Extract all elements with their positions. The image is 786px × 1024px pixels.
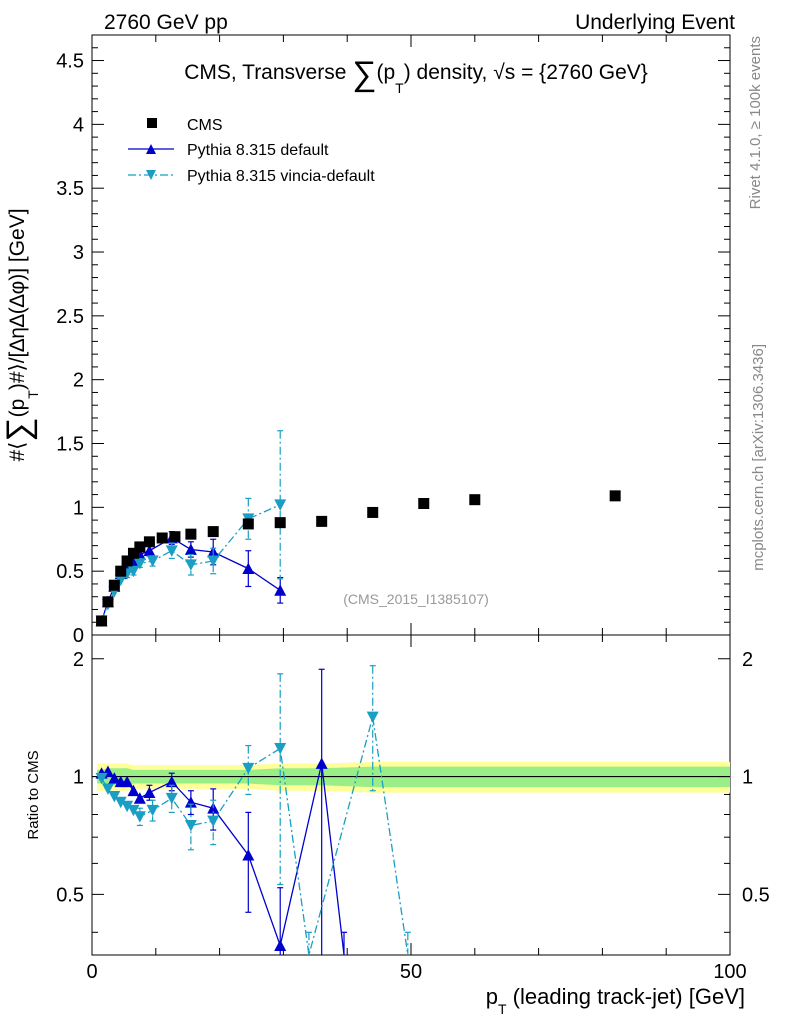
pythia-vincia-ratio-point	[133, 811, 146, 823]
chart-title: CMS, Transverse ∑(pT) density, √s = {276…	[184, 55, 648, 96]
ratio-y-tick-label: 2	[73, 649, 84, 671]
ratio-y-tick-label-right: 1	[742, 767, 753, 789]
pythia-vincia-ratio-point	[101, 783, 114, 795]
legend-label-pythia-vincia: Pythia 8.315 vincia-default	[187, 168, 375, 185]
pythia-vincia-ratio-point	[108, 790, 121, 803]
ratio-y-tick-label: 0.5	[56, 884, 84, 906]
cms-point	[367, 506, 379, 518]
legend-marker-pythia-vincia	[146, 170, 156, 180]
y-tick-label: 1.5	[56, 434, 84, 456]
y-tick-label: 2	[73, 370, 84, 392]
ratio-uncertainty-band	[92, 761, 730, 793]
pythia-vincia-ratio-point	[146, 804, 159, 817]
header-left: 2760 GeV pp	[104, 11, 228, 34]
y-tick-label: 3.5	[56, 178, 84, 200]
pythia-vincia-ratio-point	[121, 800, 134, 813]
y-tick-label: 0.5	[56, 561, 84, 583]
cms-point	[469, 494, 481, 506]
pythia-vincia-ratio-point	[242, 762, 255, 775]
x-tick-label: 50	[400, 961, 422, 983]
pythia-vincia-point	[165, 545, 178, 557]
cms-point	[316, 515, 328, 527]
pythia-vincia-ratio-line	[101, 716, 409, 955]
pythia-vincia-point	[114, 574, 127, 587]
pythia-default-ratio-point	[315, 757, 328, 769]
pythia-default-ratio-point	[242, 849, 255, 861]
ratio-y-tick-label-right: 2	[742, 649, 753, 671]
cms-point	[102, 596, 114, 608]
x-tick-label: 0	[86, 961, 97, 983]
pythia-vincia-point	[207, 555, 220, 567]
y-tick-label: 2.5	[56, 306, 84, 328]
mcplots-label: mcplots.cern.ch [arXiv:1306.3436]	[750, 344, 767, 571]
ratio-y-tick-label: 1	[73, 767, 84, 789]
cms-point	[418, 498, 430, 510]
pythia-vincia-point	[127, 565, 140, 578]
cms-point	[143, 536, 155, 548]
pythia-vincia-ratio-point	[127, 804, 140, 817]
pythia-default-point	[184, 543, 197, 555]
cms-point	[115, 565, 127, 577]
pythia-vincia-point	[133, 558, 146, 570]
main-plot-data	[95, 430, 621, 627]
pythia-vincia-ratio-point	[95, 772, 108, 785]
ratio-y-axis-label: Ratio to CMS	[25, 750, 42, 839]
y-tick-label: 1	[73, 497, 84, 519]
cms-point	[169, 531, 181, 543]
cms-point	[185, 528, 197, 540]
pythia-default-ratio-line	[101, 763, 345, 955]
pythia-vincia-ratio-point	[114, 796, 127, 809]
pythia-default-point	[274, 584, 287, 596]
pythia-vincia-point	[184, 559, 197, 571]
cms-point	[127, 547, 139, 559]
pythia-vincia-ratio-point	[184, 820, 197, 832]
legend-label-cms: CMS	[187, 117, 223, 134]
y-tick-label: 3	[73, 242, 84, 264]
rivet-version-label: Rivet 4.1.0, ≥ 100k events	[747, 36, 764, 209]
pythia-vincia-ratio-point	[165, 792, 178, 805]
header-right: Underlying Event	[575, 11, 735, 34]
cms-point	[207, 526, 219, 538]
x-tick-label: 100	[713, 961, 746, 983]
y-tick-label: 4.5	[56, 51, 84, 73]
y-axis-label: #⟨∑(pT)#⟩/[∆η∆(∆φ)] [GeV]	[0, 208, 41, 461]
cms-point	[108, 579, 120, 591]
legend-marker-pythia-default	[146, 144, 156, 154]
axis-ticks	[91, 34, 731, 955]
ratio-plot-frame	[91, 634, 731, 956]
x-axis-label: pT (leading track-jet) [GeV]	[486, 984, 745, 1017]
legend: CMS Pythia 8.315 default Pythia 8.315 vi…	[128, 117, 375, 185]
analysis-tag: (CMS_2015_I1385107)	[343, 591, 489, 607]
pythia-vincia-point	[274, 499, 287, 511]
legend-marker-cms	[147, 118, 157, 128]
pythia-vincia-ratio-point	[207, 815, 220, 827]
pythia-default-ratio-point	[165, 775, 178, 788]
tick-labels: 0 50 100 0 0.5 1 1.5 2 2.5 3 3.5 4 4.5 0.5 0.5 1 1 2 2	[56, 51, 770, 983]
pythia-default-ratio-point	[127, 784, 140, 797]
pythia-default-ratio-point	[133, 792, 146, 804]
legend-label-pythia-default: Pythia 8.315 default	[187, 142, 329, 159]
pythia-default-point	[143, 544, 156, 557]
ratio-y-tick-label-right: 0.5	[742, 884, 770, 906]
y-tick-label: 4	[73, 114, 84, 136]
pythia-default-ratio-point	[108, 772, 121, 784]
cms-point	[121, 555, 133, 567]
pythia-default-ratio-point	[143, 786, 156, 798]
cms-point	[609, 490, 621, 502]
pythia-default-point	[242, 562, 255, 575]
cms-point	[156, 532, 168, 544]
cms-point	[96, 615, 108, 627]
pythia-vincia-ratio-point	[366, 711, 379, 723]
cms-point	[274, 517, 286, 529]
y-tick-label: 0	[73, 625, 84, 647]
cms-point	[242, 518, 254, 530]
ratio-plot-data	[95, 665, 411, 955]
cms-point	[134, 541, 146, 553]
pythia-vincia-point	[146, 555, 159, 567]
pythia-default-ratio-point	[121, 775, 134, 788]
pythia-default-ratio-point	[274, 939, 287, 951]
pythia-vincia-ratio-point	[274, 743, 287, 755]
